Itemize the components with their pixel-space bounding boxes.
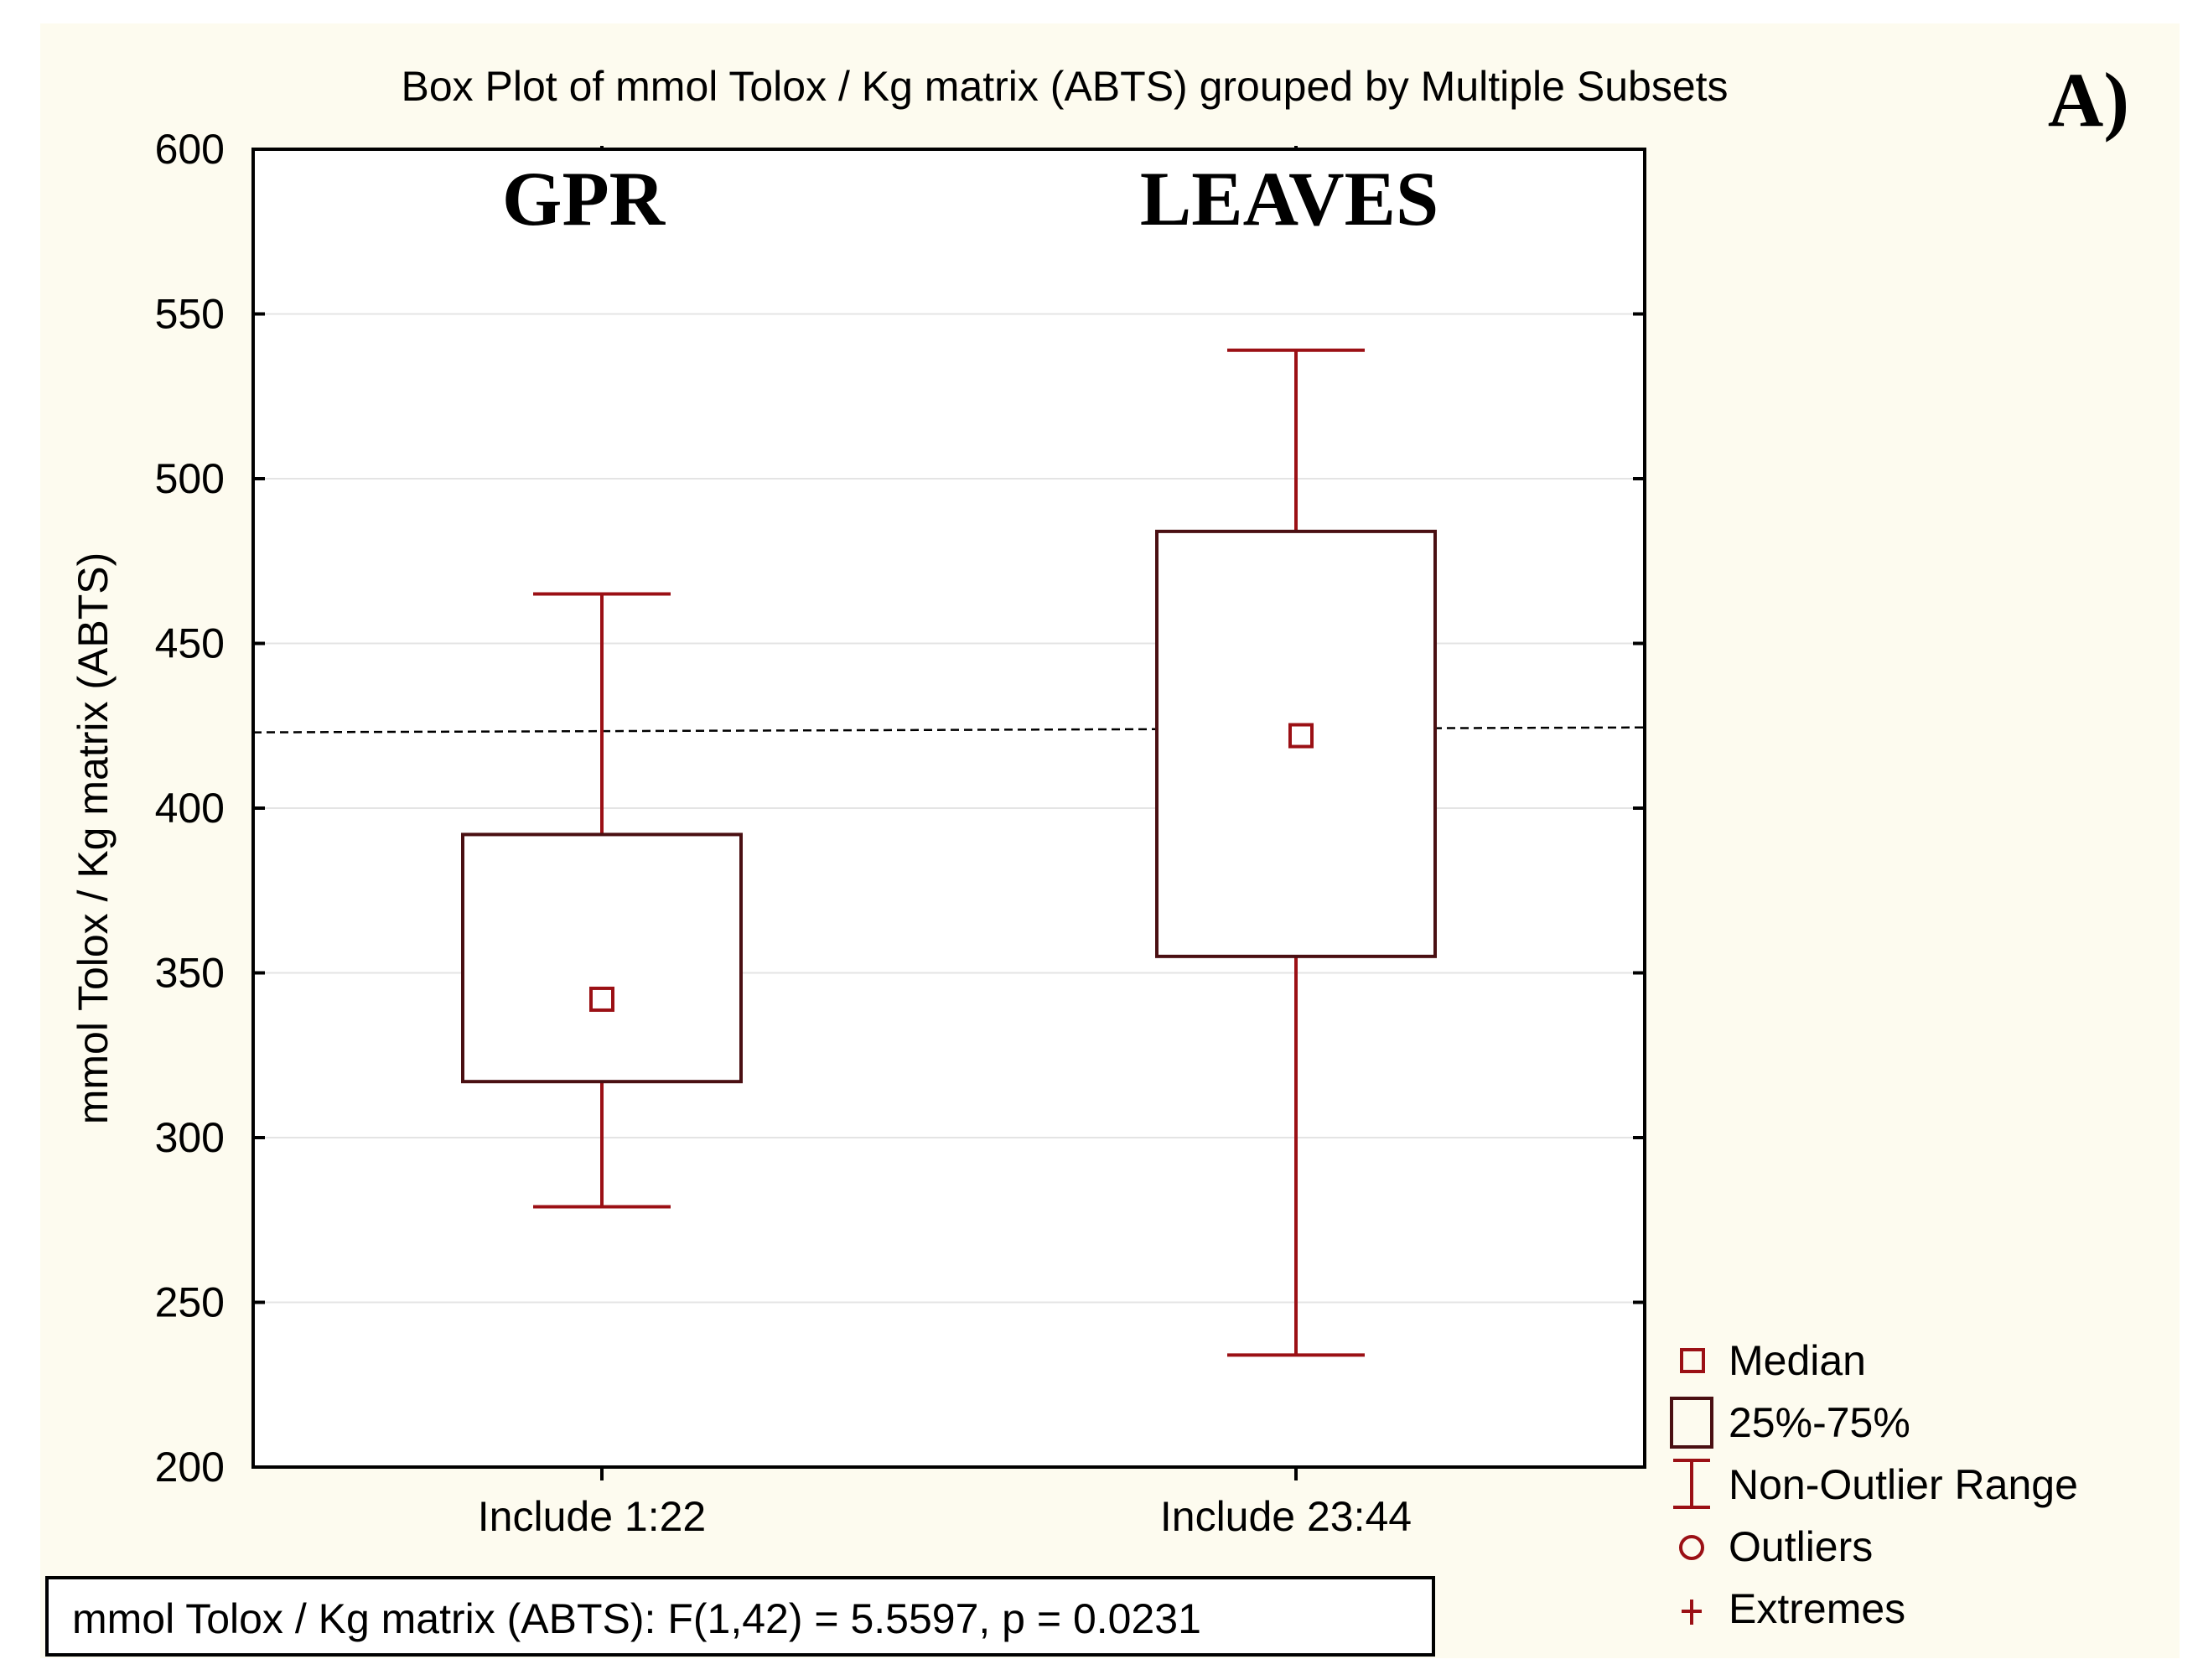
legend-box-icon xyxy=(1670,1397,1713,1449)
y-axis-label: mmol Tolox / Kg matrix (ABTS) xyxy=(70,552,117,1125)
y-tick-label-600: 600 xyxy=(155,126,225,173)
iqr-box-leaves xyxy=(1155,529,1437,958)
legend-median-icon xyxy=(1680,1348,1705,1373)
chart-title: Box Plot of mmol Tolox / Kg matrix (ABTS… xyxy=(401,63,1728,110)
legend-outlier-label: Outliers xyxy=(1729,1523,1873,1570)
legend-whisker-icon xyxy=(1673,1459,1710,1509)
legend-median-label: Median xyxy=(1729,1337,1866,1384)
group-name-leaves: LEAVES xyxy=(1140,156,1438,241)
y-tick-label-400: 400 xyxy=(155,785,225,832)
stats-box xyxy=(45,1576,1435,1657)
y-tick-label-250: 250 xyxy=(155,1279,225,1326)
legend-box-label: 25%-75% xyxy=(1729,1399,1910,1446)
median-marker-leaves xyxy=(1288,723,1314,749)
group-name-gpr: GPR xyxy=(502,156,666,241)
y-tick-label-200: 200 xyxy=(155,1444,225,1491)
y-tick-label-300: 300 xyxy=(155,1114,225,1161)
y-tick-label-550: 550 xyxy=(155,291,225,338)
y-axis-tick-labels: 200 250 300 350 400 450 500 550 600 xyxy=(155,126,225,1491)
panel-label: A) xyxy=(2048,57,2129,143)
y-tick-label-350: 350 xyxy=(155,950,225,997)
plot-area-border xyxy=(251,148,1646,1469)
iqr-box-gpr xyxy=(461,832,743,1084)
legend-outlier-icon xyxy=(1679,1535,1704,1560)
median-marker-gpr xyxy=(589,986,614,1012)
legend-extreme-label: Extremes xyxy=(1729,1585,1905,1632)
y-tick-label-500: 500 xyxy=(155,455,225,502)
stats-text: mmol Tolox / Kg matrix (ABTS): F(1,42) =… xyxy=(72,1595,1201,1642)
y-tick-label-450: 450 xyxy=(155,620,225,667)
x-tick-label-gpr: Include 1:22 xyxy=(478,1493,706,1540)
x-tick-label-leaves: Include 23:44 xyxy=(1160,1493,1412,1540)
legend-whisker-label: Non-Outlier Range xyxy=(1729,1461,2078,1508)
box-group-gpr: GPR Include 1:22 xyxy=(461,156,743,1540)
legend-extreme-icon xyxy=(1682,1600,1702,1625)
legend: Median 25%-75% Non-Outlier Range Outlier… xyxy=(1670,1337,2078,1632)
box-group-leaves: LEAVES Include 23:44 xyxy=(1140,156,1438,1540)
